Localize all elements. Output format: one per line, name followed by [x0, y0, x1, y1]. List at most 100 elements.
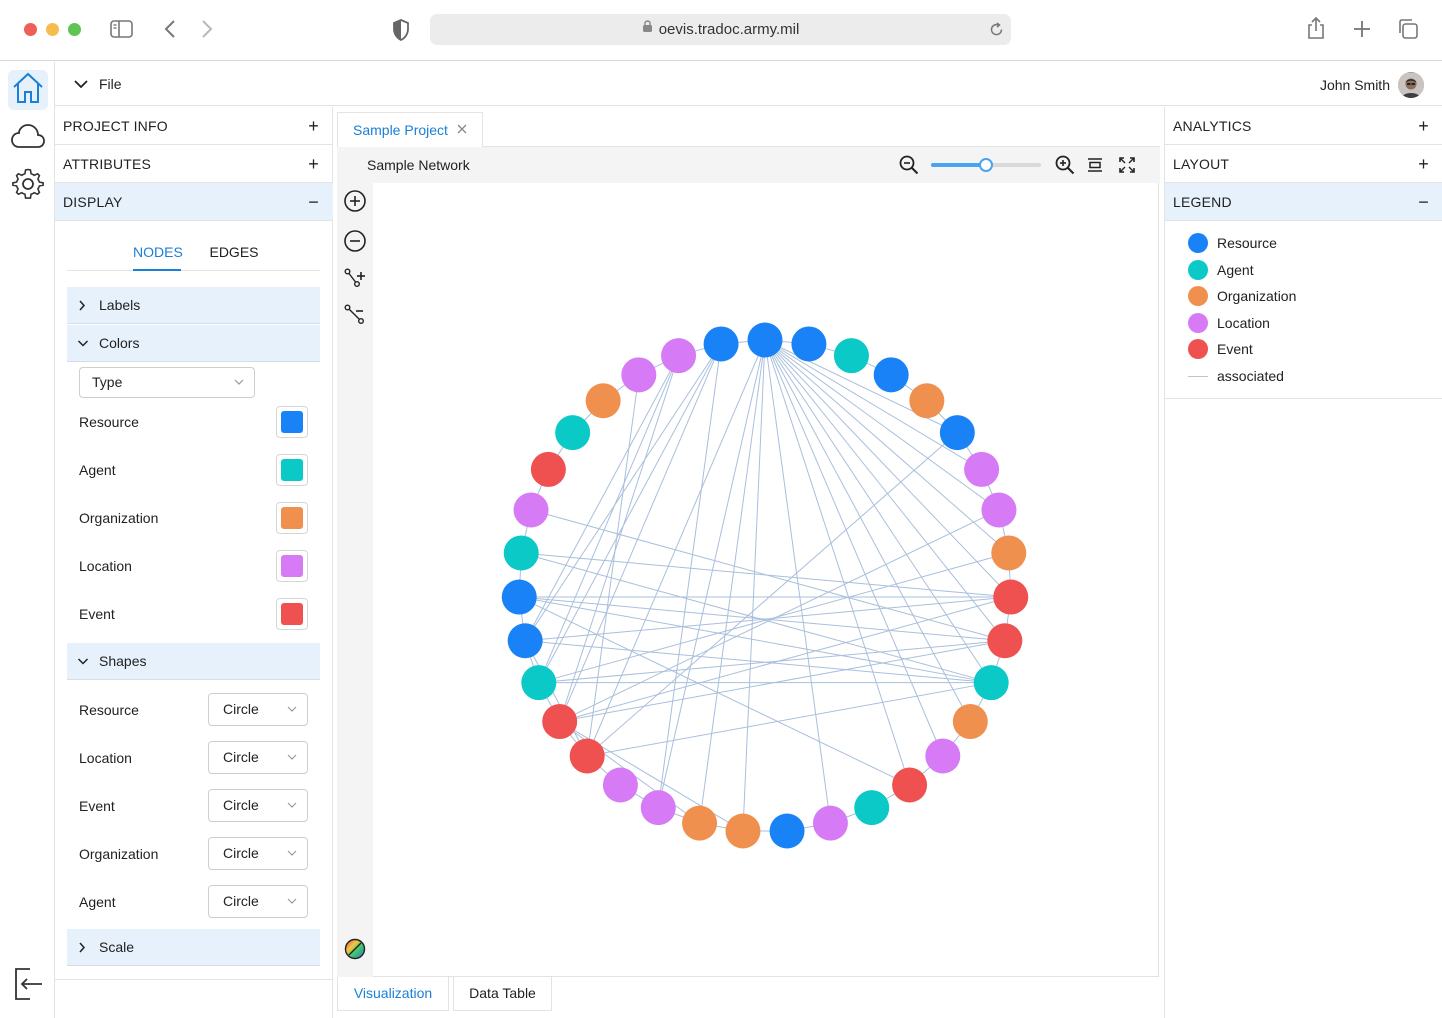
- network-edge[interactable]: [559, 640, 1005, 723]
- network-node-organization[interactable]: [991, 535, 1027, 571]
- shape-select[interactable]: Circle: [208, 885, 308, 918]
- layout-section[interactable]: LAYOUT +: [1165, 145, 1442, 183]
- attributes-section[interactable]: ATTRIBUTES +: [55, 145, 333, 183]
- network-node-location[interactable]: [812, 805, 848, 841]
- network-node-resource[interactable]: [703, 326, 739, 362]
- network-node-location[interactable]: [964, 451, 1000, 487]
- file-menu[interactable]: File: [73, 62, 122, 106]
- network-edge[interactable]: [559, 343, 722, 722]
- close-icon[interactable]: [457, 113, 467, 159]
- color-swatch-button[interactable]: [276, 502, 308, 534]
- color-swatch-button[interactable]: [276, 598, 308, 630]
- network-edge[interactable]: [586, 374, 640, 757]
- network-node-organization[interactable]: [952, 704, 988, 740]
- shapes-subsection[interactable]: Shapes: [67, 643, 320, 680]
- zoom-out-icon[interactable]: [899, 155, 919, 180]
- shape-select[interactable]: Circle: [208, 693, 308, 726]
- zoom-slider[interactable]: [931, 158, 1041, 172]
- remove-node-icon[interactable]: [343, 229, 367, 258]
- network-node-resource[interactable]: [769, 813, 805, 849]
- network-node-location[interactable]: [661, 338, 697, 374]
- shape-select[interactable]: Circle: [208, 741, 308, 774]
- shape-select[interactable]: Circle: [208, 837, 308, 870]
- network-edge[interactable]: [657, 339, 766, 808]
- network-edge[interactable]: [764, 339, 911, 786]
- network-node-location[interactable]: [602, 767, 638, 803]
- window-close-button[interactable]: [24, 23, 37, 36]
- tab-data-table[interactable]: Data Table: [453, 977, 552, 1011]
- network-edge[interactable]: [525, 640, 992, 684]
- sidebar-toggle-icon[interactable]: [110, 19, 134, 44]
- zoom-slider-handle[interactable]: [979, 158, 993, 172]
- network-edge[interactable]: [764, 339, 1010, 554]
- network-node-location[interactable]: [981, 492, 1017, 528]
- network-edge[interactable]: [764, 339, 831, 824]
- network-node-agent[interactable]: [973, 665, 1009, 701]
- network-node-event[interactable]: [569, 738, 605, 774]
- network-edge[interactable]: [559, 596, 1011, 723]
- add-node-icon[interactable]: [343, 189, 367, 218]
- privacy-shield-icon[interactable]: [392, 19, 410, 46]
- network-edge[interactable]: [764, 339, 1006, 642]
- network-node-agent[interactable]: [555, 415, 591, 451]
- logout-nav-button[interactable]: [8, 966, 48, 1006]
- network-node-resource[interactable]: [873, 357, 909, 393]
- remove-edge-icon[interactable]: [344, 304, 366, 331]
- network-node-location[interactable]: [513, 492, 549, 528]
- project-info-section[interactable]: PROJECT INFO +: [55, 107, 333, 145]
- network-edge[interactable]: [764, 339, 992, 683]
- network-node-resource[interactable]: [507, 623, 543, 659]
- colors-subsection[interactable]: Colors: [67, 325, 320, 362]
- network-edge[interactable]: [538, 640, 1005, 684]
- network-node-organization[interactable]: [585, 383, 621, 419]
- network-node-organization[interactable]: [909, 383, 945, 419]
- color-swatch-button[interactable]: [276, 406, 308, 438]
- network-graph[interactable]: [373, 183, 1159, 977]
- window-minimize-button[interactable]: [46, 23, 59, 36]
- display-section[interactable]: DISPLAY −: [55, 183, 333, 221]
- network-node-event[interactable]: [530, 451, 566, 487]
- network-node-resource[interactable]: [939, 415, 975, 451]
- scale-subsection[interactable]: Scale: [67, 929, 320, 966]
- network-node-location[interactable]: [640, 790, 676, 826]
- color-swatch-button[interactable]: [276, 550, 308, 582]
- share-icon[interactable]: [1306, 16, 1326, 45]
- network-edge[interactable]: [538, 552, 1009, 684]
- network-edge[interactable]: [764, 339, 982, 470]
- network-edge[interactable]: [519, 596, 992, 684]
- network-edge[interactable]: [764, 339, 1000, 511]
- network-edge[interactable]: [559, 355, 680, 722]
- network-node-resource[interactable]: [747, 322, 783, 358]
- network-node-location[interactable]: [621, 357, 657, 393]
- labels-subsection[interactable]: Labels: [67, 287, 320, 324]
- network-edge[interactable]: [586, 432, 958, 757]
- cloud-nav-button[interactable]: [8, 118, 48, 158]
- network-node-event[interactable]: [892, 767, 928, 803]
- settings-nav-button[interactable]: [8, 166, 48, 206]
- network-node-organization[interactable]: [725, 813, 761, 849]
- analytics-section[interactable]: ANALYTICS +: [1165, 107, 1442, 145]
- network-edge[interactable]: [525, 596, 1011, 642]
- network-edge[interactable]: [764, 339, 971, 722]
- fullscreen-icon[interactable]: [1119, 157, 1135, 178]
- tab-visualization[interactable]: Visualization: [337, 977, 449, 1011]
- color-swatch-button[interactable]: [276, 454, 308, 486]
- network-node-event[interactable]: [993, 579, 1029, 615]
- network-node-agent[interactable]: [833, 338, 869, 374]
- window-maximize-button[interactable]: [68, 23, 81, 36]
- network-edge[interactable]: [559, 509, 1000, 722]
- forward-icon[interactable]: [200, 19, 214, 44]
- zoom-in-icon[interactable]: [1055, 155, 1075, 180]
- network-edge[interactable]: [524, 355, 680, 641]
- network-edge[interactable]: [538, 355, 680, 683]
- network-edge[interactable]: [519, 596, 910, 786]
- color-by-select[interactable]: Type: [79, 367, 255, 398]
- network-node-location[interactable]: [925, 738, 961, 774]
- fit-to-view-icon[interactable]: [1087, 157, 1103, 178]
- network-edge[interactable]: [521, 552, 1011, 598]
- user-menu[interactable]: John Smith: [1320, 62, 1424, 106]
- shape-select[interactable]: Circle: [208, 789, 308, 822]
- reload-icon[interactable]: [989, 22, 1004, 42]
- network-edge[interactable]: [764, 339, 944, 757]
- network-node-agent[interactable]: [854, 790, 890, 826]
